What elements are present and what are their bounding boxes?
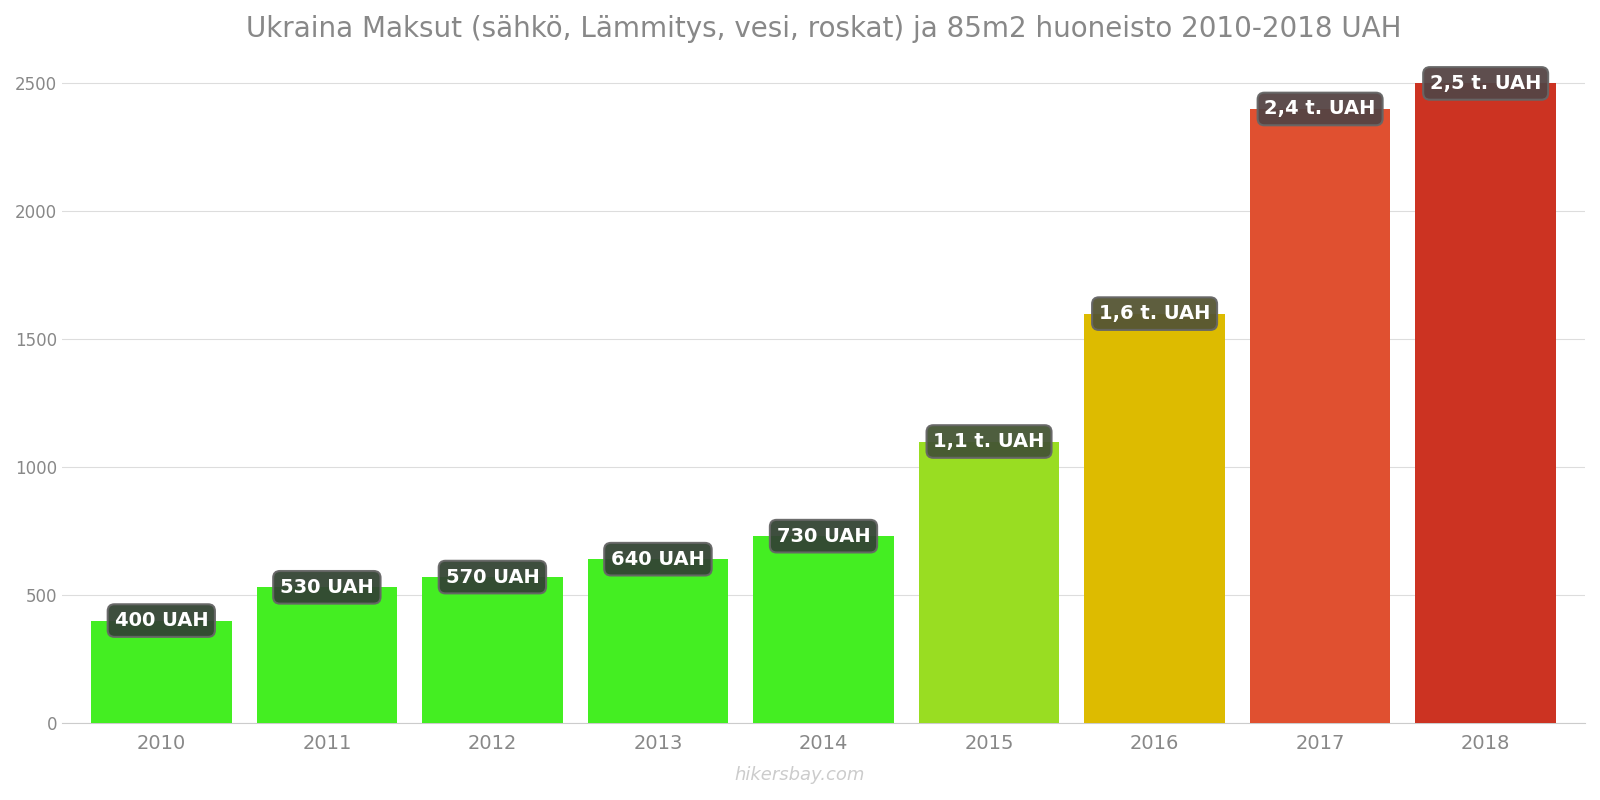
Text: 640 UAH: 640 UAH bbox=[611, 550, 706, 569]
Bar bbox=[1250, 109, 1390, 723]
Text: 400 UAH: 400 UAH bbox=[115, 611, 208, 630]
Text: 730 UAH: 730 UAH bbox=[776, 526, 870, 546]
Text: 2,4 t. UAH: 2,4 t. UAH bbox=[1264, 99, 1376, 118]
Text: 1,1 t. UAH: 1,1 t. UAH bbox=[933, 432, 1045, 451]
Text: 1,6 t. UAH: 1,6 t. UAH bbox=[1099, 304, 1210, 323]
Bar bbox=[256, 587, 397, 723]
Title: Ukraina Maksut (sähkö, Lämmitys, vesi, roskat) ja 85m2 huoneisto 2010-2018 UAH: Ukraina Maksut (sähkö, Lämmitys, vesi, r… bbox=[246, 15, 1402, 43]
Bar bbox=[91, 621, 232, 723]
Text: 570 UAH: 570 UAH bbox=[445, 567, 539, 586]
Text: 530 UAH: 530 UAH bbox=[280, 578, 374, 597]
Bar bbox=[918, 442, 1059, 723]
Bar bbox=[754, 536, 894, 723]
Text: hikersbay.com: hikersbay.com bbox=[734, 766, 866, 784]
Bar bbox=[422, 577, 563, 723]
Bar bbox=[1085, 314, 1226, 723]
Text: 2,5 t. UAH: 2,5 t. UAH bbox=[1430, 74, 1541, 93]
Bar bbox=[587, 559, 728, 723]
Bar bbox=[1416, 83, 1557, 723]
